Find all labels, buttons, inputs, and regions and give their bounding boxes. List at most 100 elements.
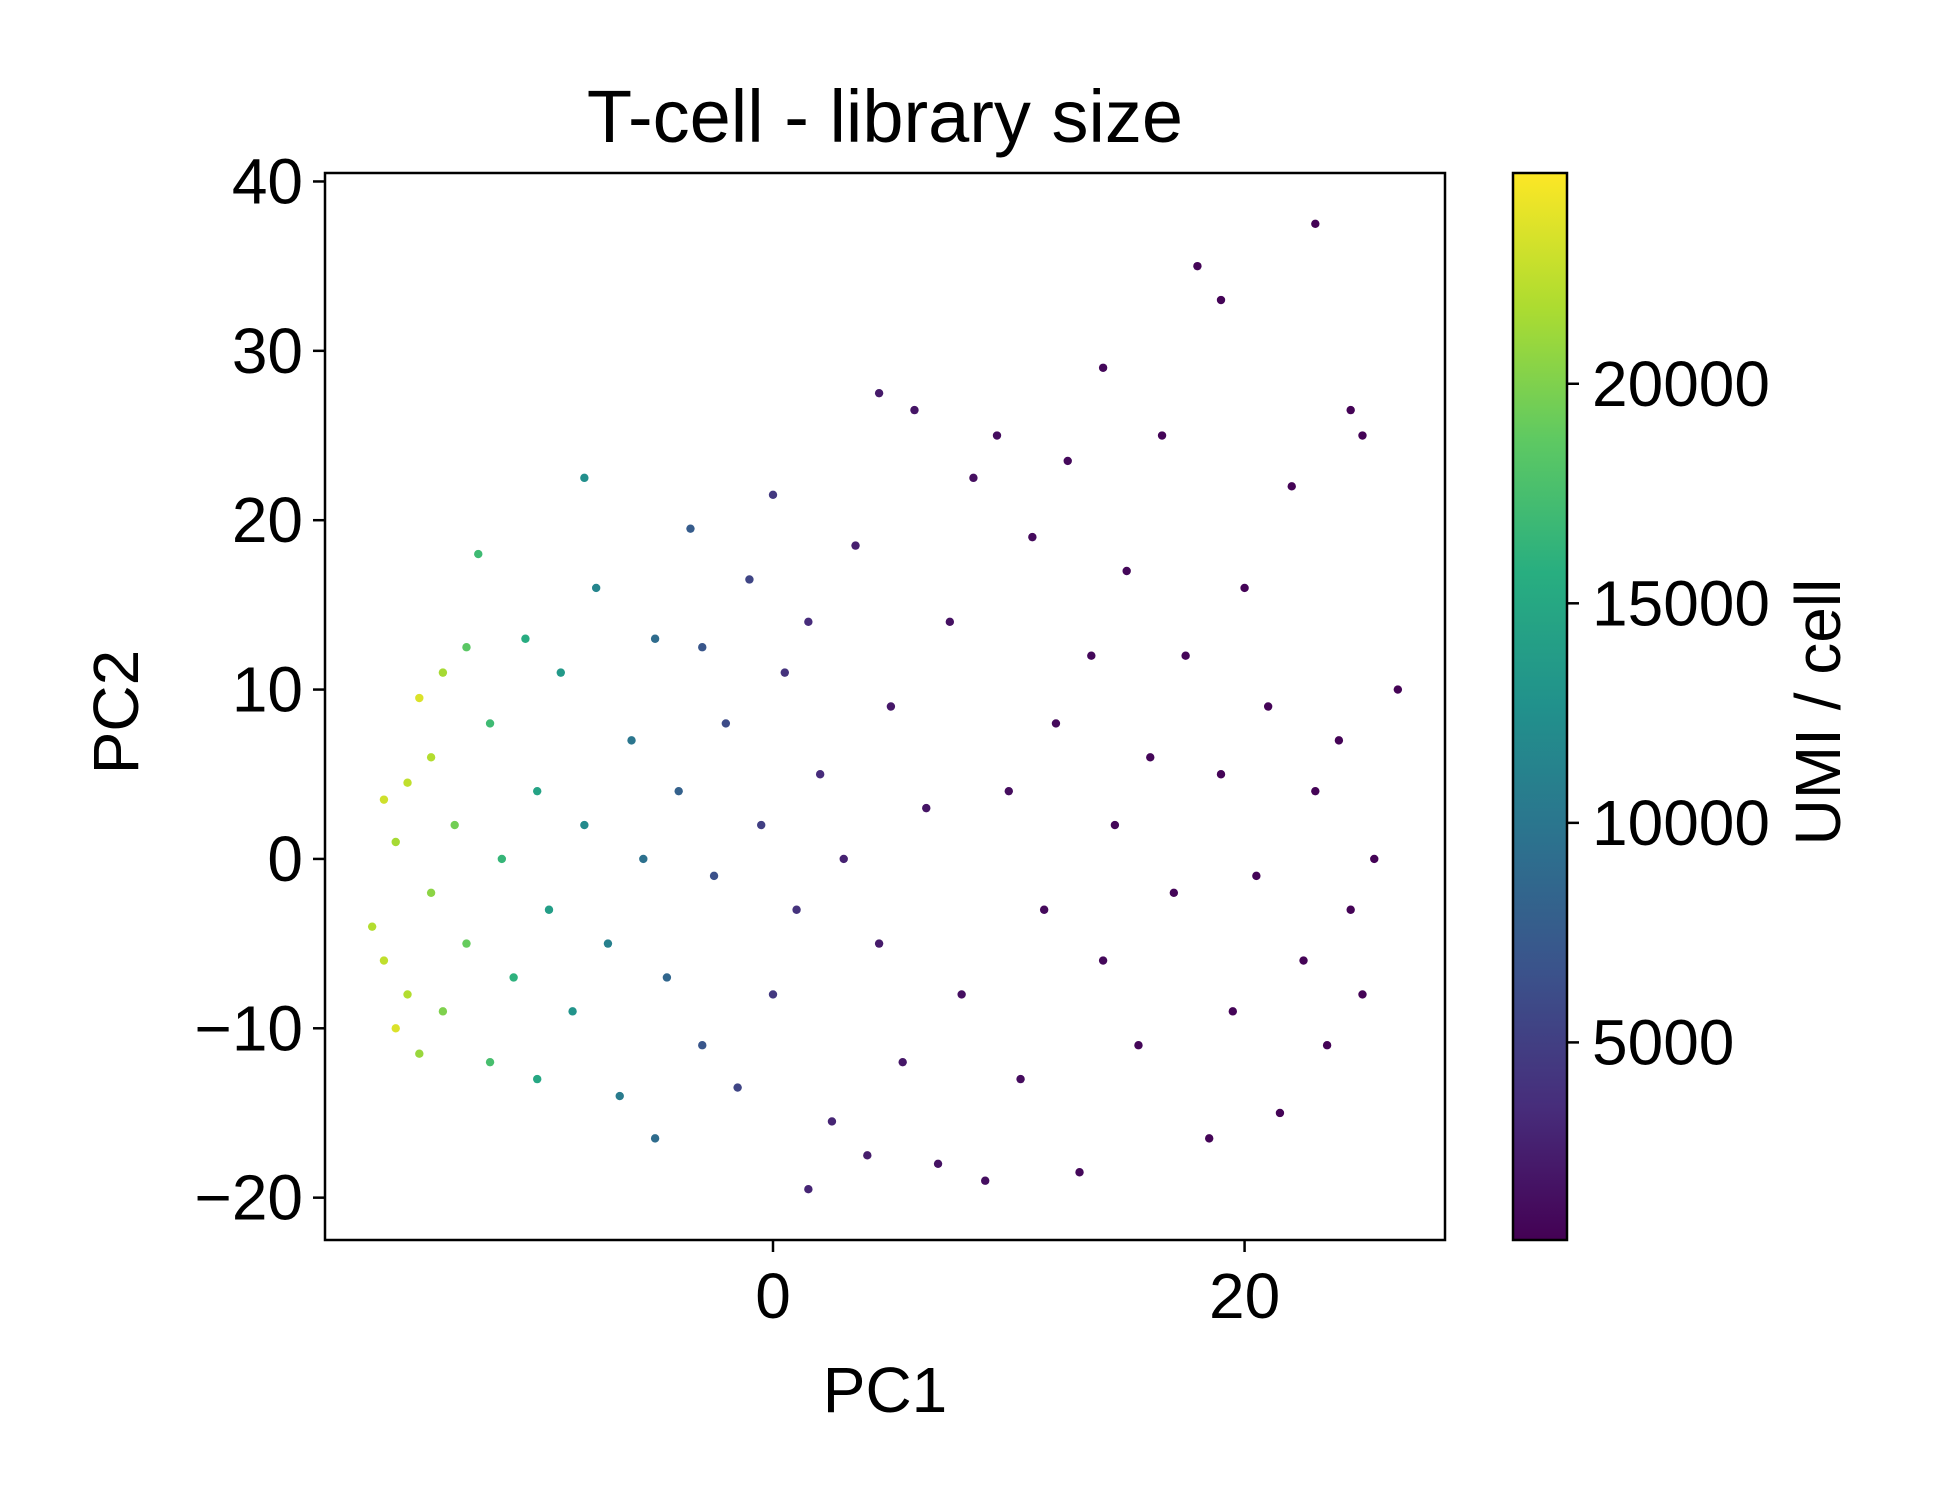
scatter-point [403,990,412,999]
scatter-point [1358,990,1367,999]
points-layer [367,219,1403,1194]
scatter-point [1263,702,1273,711]
y-tick-label: 0 [267,823,303,895]
x-tick-label: 0 [755,1260,791,1332]
scatter-point [1028,532,1037,542]
scatter-point [1287,482,1296,491]
scatter-point [698,1041,707,1050]
scatter-point [521,634,530,643]
scatter-point [462,939,471,948]
scatter-point [674,786,683,796]
scatter-point [544,905,554,914]
scatter-point [379,795,389,804]
scatter-point [1004,786,1013,796]
scatter-point [1169,888,1179,898]
scatter-point [426,888,436,898]
scatter-point [1322,1041,1332,1050]
scatter-point [874,388,884,398]
y-tick-label: −10 [194,992,303,1064]
colorbar-tick-label: 15000 [1592,567,1770,639]
scatter-point [615,1091,624,1101]
scatter-point [1252,871,1261,881]
scatter-point [533,1074,542,1084]
scatter-point [863,1151,872,1160]
colorbar-tick-label: 10000 [1592,787,1770,859]
scatter-point [391,1024,400,1033]
scatter-point [1346,405,1355,415]
colorbar [1511,171,1569,1242]
scatter-point [804,617,813,627]
scatter-point [1181,651,1190,660]
scatter-point [462,643,471,652]
scatter-point [533,786,542,796]
scatter-point [474,549,483,559]
scatter-point [698,643,707,652]
scatter-point [580,473,589,483]
scatter-point [1393,685,1403,694]
y-tick-label: 40 [232,145,303,217]
scatter-point [815,770,825,779]
scatter-point [969,473,978,483]
scatter-point [1370,854,1379,864]
scatter-point [426,753,436,762]
scatter-point [992,431,1002,440]
scatter-point [839,854,848,864]
scatter-point [1346,905,1355,914]
scatter-point [1299,956,1308,965]
scatter-point [391,837,400,847]
scatter-point [438,668,448,677]
scatter-point [1193,261,1202,271]
scatter-point [1146,753,1155,762]
scatter-point [827,1117,837,1126]
scatter-point [933,1159,943,1168]
scatter-point [709,871,719,881]
scatter-point [1110,820,1120,830]
scatter-point [639,854,648,864]
scatter-point [945,617,955,627]
chart-title: T-cell - library size [587,75,1183,158]
scatter-point [497,854,507,864]
y-tick-label: 10 [232,654,303,726]
scatter-point [627,736,636,745]
scatter-point [768,990,778,999]
scatter-point [1334,736,1344,745]
scatter-point [745,575,754,584]
scatter-point [1063,456,1072,466]
scatter-point [367,922,377,931]
colorbar-ticks: 5000 10000 15000 20000 [1567,348,1770,1078]
scatter-point [1311,219,1320,229]
scatter-point [1358,431,1367,440]
scatter-point [1039,905,1049,914]
scatter-point [733,1083,742,1092]
scatter-point [1087,651,1096,660]
scatter-point [1134,1041,1143,1050]
scatter-point [1016,1074,1025,1084]
scatter-point [1228,1007,1237,1016]
scatter-point [438,1007,448,1016]
scatter-point [1122,566,1131,576]
colorbar-tick-label: 20000 [1592,348,1770,420]
scatter-point [450,820,459,830]
scatter-point [650,1134,660,1143]
scatter-point [721,719,731,728]
scatter-point [957,990,966,999]
scatter-point [415,1049,424,1058]
scatter-point [580,820,589,830]
scatter-point [1216,295,1226,305]
y-tick-label: −20 [194,1162,303,1234]
scatter-point [851,541,860,550]
scatter-point [780,668,789,677]
scatter-point [1205,1134,1214,1143]
x-axis-label: PC1 [823,1354,948,1426]
y-axis-label: PC2 [80,650,152,775]
scatter-point [886,702,896,711]
scatter-point [1311,786,1320,796]
scatter-point [768,490,778,499]
colorbar-label: UMI / cell [1782,579,1854,846]
scatter-point [415,693,424,703]
scatter-point [981,1176,990,1185]
scatter-point [1216,770,1226,779]
scatter-point [403,778,412,787]
scatter-point [650,634,660,643]
